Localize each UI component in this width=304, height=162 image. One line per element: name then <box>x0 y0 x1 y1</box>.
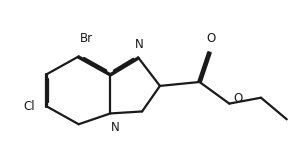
Text: O: O <box>207 32 216 45</box>
Text: N: N <box>111 121 120 134</box>
Text: N: N <box>135 38 143 51</box>
Text: Cl: Cl <box>23 100 35 113</box>
Text: Br: Br <box>80 32 93 45</box>
Text: O: O <box>233 92 243 105</box>
